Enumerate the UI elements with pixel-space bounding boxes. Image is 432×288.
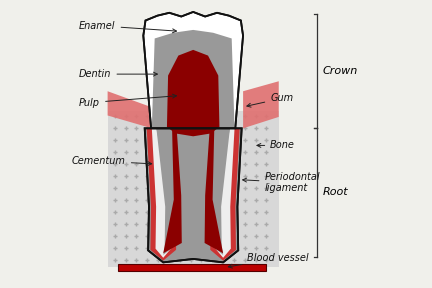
Text: Periodontal
ligament: Periodontal ligament [243, 172, 320, 193]
Polygon shape [163, 128, 182, 253]
Polygon shape [147, 128, 177, 261]
Text: Crown: Crown [322, 66, 358, 76]
Bar [118, 264, 266, 271]
Polygon shape [215, 128, 235, 258]
Polygon shape [152, 30, 235, 128]
Text: Blood vessel: Blood vessel [229, 253, 309, 268]
Polygon shape [205, 128, 223, 253]
Polygon shape [211, 128, 230, 255]
Text: Root: Root [322, 187, 348, 198]
Text: Cementum: Cementum [72, 156, 152, 166]
Polygon shape [143, 12, 243, 128]
Polygon shape [108, 91, 155, 128]
Text: Gum: Gum [247, 93, 293, 107]
Polygon shape [152, 128, 172, 258]
Text: Dentin: Dentin [79, 69, 157, 79]
Polygon shape [108, 111, 279, 267]
Polygon shape [167, 50, 219, 136]
Polygon shape [156, 128, 175, 255]
Text: Bone: Bone [257, 141, 295, 150]
Polygon shape [145, 128, 241, 262]
Text: Enamel: Enamel [79, 21, 177, 33]
Text: Pulp: Pulp [79, 94, 177, 108]
Polygon shape [243, 81, 279, 128]
Polygon shape [210, 128, 240, 261]
